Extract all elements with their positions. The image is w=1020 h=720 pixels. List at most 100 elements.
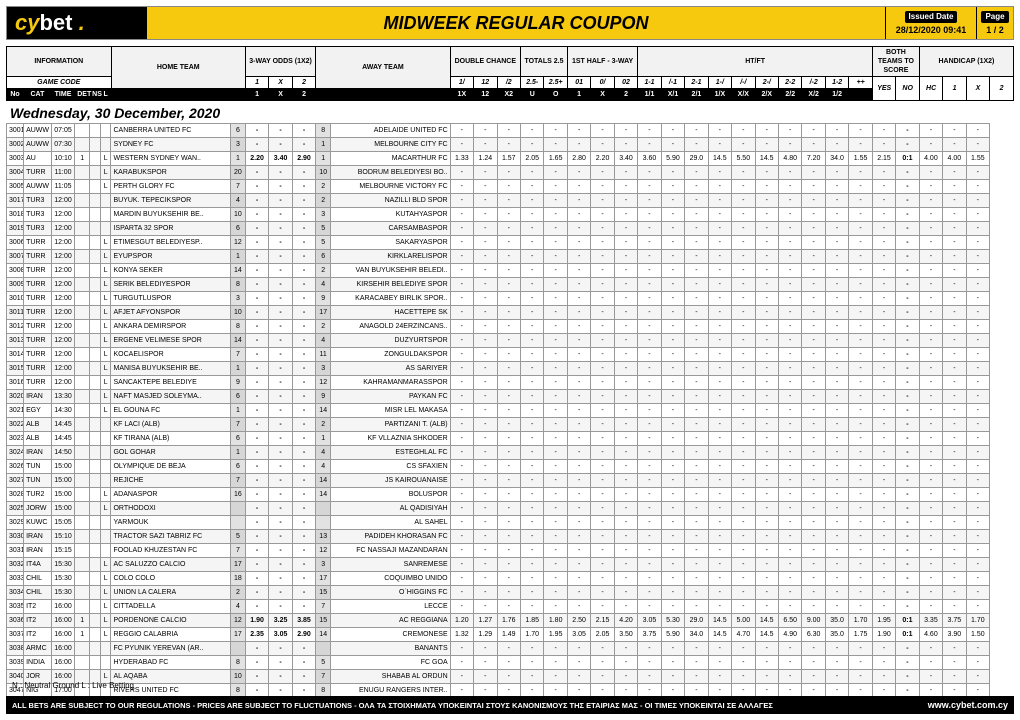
cell: -: [732, 250, 755, 264]
cell: ALB: [24, 432, 52, 446]
table-row: 3029KUWC15:05YARMOUK---AL SAHEL---------…: [7, 516, 1014, 530]
cell: 20: [230, 166, 245, 180]
cell: -: [708, 222, 731, 236]
cell: [230, 642, 245, 656]
cell: 3016: [7, 376, 24, 390]
cell: -: [778, 502, 801, 516]
table-row: 3033CHIL15:30LCOLO COLO18---17COQUIMBO U…: [7, 572, 1014, 586]
cell: -: [450, 208, 473, 222]
cell: -: [685, 250, 708, 264]
cell: 1: [230, 362, 245, 376]
cell: -: [474, 572, 497, 586]
cell: -: [919, 572, 942, 586]
cell: -: [497, 138, 520, 152]
cell: -: [544, 222, 567, 236]
cell: -: [591, 208, 614, 222]
cell: -: [497, 474, 520, 488]
cell: -: [849, 390, 872, 404]
cell: -: [520, 586, 543, 600]
cell: L: [100, 166, 111, 180]
cell: -: [474, 250, 497, 264]
cell: -: [825, 516, 848, 530]
cell: -: [614, 642, 637, 656]
cell: BOLUSPOR: [331, 488, 450, 502]
cell: -: [802, 334, 825, 348]
cell: -: [849, 516, 872, 530]
cell: -: [732, 124, 755, 138]
cell: L: [100, 278, 111, 292]
cell: SYDNEY FC: [111, 138, 230, 152]
col-fh2s: 2: [614, 89, 637, 101]
cell: [90, 516, 101, 530]
cell: -: [497, 250, 520, 264]
cell: -: [685, 600, 708, 614]
cell: -: [544, 432, 567, 446]
cell: -: [614, 488, 637, 502]
cell: -: [450, 362, 473, 376]
cell: -: [825, 194, 848, 208]
cell: -: [732, 222, 755, 236]
cell: -: [269, 460, 292, 474]
cell: -: [872, 320, 895, 334]
cell: -: [919, 516, 942, 530]
cell: -: [849, 222, 872, 236]
cell: 3009: [7, 278, 24, 292]
cell: [100, 208, 111, 222]
cell: L: [100, 348, 111, 362]
cell: -: [638, 320, 661, 334]
cell: HYDERABAD FC: [111, 656, 230, 670]
cell: [90, 320, 101, 334]
cell: SERIK BELEDIYESPOR: [111, 278, 230, 292]
cell: -: [638, 460, 661, 474]
sub-dc2: 12: [474, 77, 497, 89]
cell: -: [872, 586, 895, 600]
cell: 1: [230, 446, 245, 460]
cell: 4: [316, 278, 331, 292]
cell: -: [755, 362, 778, 376]
cell: -: [474, 670, 497, 684]
cell: -: [708, 502, 731, 516]
cell: -: [802, 586, 825, 600]
page-box: Page 1 / 2: [976, 7, 1013, 39]
cell: -: [661, 460, 684, 474]
cell: -: [614, 180, 637, 194]
hdr-3way: 3-WAY ODDS (1X2): [245, 47, 315, 77]
cell: [75, 250, 90, 264]
cell: -: [567, 530, 590, 544]
cell: [75, 544, 90, 558]
cell: -: [825, 278, 848, 292]
cell: CS SFAXIEN: [331, 460, 450, 474]
cell: [100, 544, 111, 558]
cell: AUWW: [24, 124, 52, 138]
cell: -: [591, 320, 614, 334]
cell: -: [755, 138, 778, 152]
cell: 8: [230, 278, 245, 292]
cell: -: [638, 516, 661, 530]
cell: -: [614, 320, 637, 334]
cell: -: [450, 222, 473, 236]
cell: -: [966, 180, 989, 194]
cell: -: [732, 278, 755, 292]
cell: -: [685, 516, 708, 530]
cell: -: [732, 530, 755, 544]
cell: -: [450, 488, 473, 502]
cell: -: [567, 516, 590, 530]
cell: -: [450, 376, 473, 390]
cell: -: [896, 362, 919, 376]
cell: -: [849, 236, 872, 250]
footer-site: www.cybet.com.cy: [928, 700, 1008, 710]
cell: -: [919, 642, 942, 656]
cell: -: [685, 264, 708, 278]
cell: -: [919, 656, 942, 670]
cell: -: [849, 488, 872, 502]
cell: [90, 362, 101, 376]
cell: -: [591, 586, 614, 600]
cell: -: [661, 334, 684, 348]
cell: -: [755, 348, 778, 362]
cell: -: [685, 362, 708, 376]
cell: BODRUM BELEDIYESI BO..: [331, 166, 450, 180]
cell: 3036: [7, 614, 24, 628]
cell: 3.90: [943, 628, 966, 642]
cell: -: [245, 474, 268, 488]
cell: -: [591, 334, 614, 348]
